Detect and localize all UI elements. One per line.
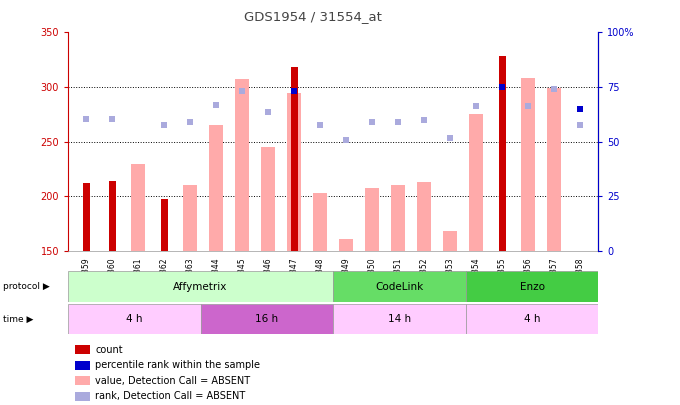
Bar: [333, 304, 466, 334]
Bar: [287, 92, 301, 251]
Bar: [521, 78, 535, 251]
Text: time ▶: time ▶: [3, 314, 34, 324]
Bar: [339, 239, 354, 251]
Bar: [201, 304, 333, 334]
Text: count: count: [95, 345, 123, 355]
Bar: [365, 188, 379, 251]
Text: value, Detection Call = ABSENT: value, Detection Call = ABSENT: [95, 376, 250, 386]
Bar: [313, 193, 327, 251]
Bar: [82, 183, 90, 251]
Bar: [235, 79, 250, 251]
Bar: [68, 271, 333, 302]
Bar: [443, 231, 458, 251]
Text: protocol ▶: protocol ▶: [3, 282, 50, 291]
Bar: [466, 304, 598, 334]
Bar: [131, 164, 146, 251]
Text: 16 h: 16 h: [255, 314, 279, 324]
Bar: [290, 67, 298, 251]
Text: 4 h: 4 h: [126, 314, 143, 324]
Text: rank, Detection Call = ABSENT: rank, Detection Call = ABSENT: [95, 391, 245, 401]
Bar: [391, 185, 405, 251]
Bar: [417, 182, 431, 251]
Bar: [183, 185, 197, 251]
Bar: [469, 114, 483, 251]
Bar: [547, 88, 562, 251]
Text: GDS1954 / 31554_at: GDS1954 / 31554_at: [244, 10, 381, 23]
Text: 4 h: 4 h: [524, 314, 541, 324]
Text: CodeLink: CodeLink: [375, 281, 424, 292]
Text: 14 h: 14 h: [388, 314, 411, 324]
Text: Affymetrix: Affymetrix: [173, 281, 228, 292]
Bar: [498, 56, 506, 251]
Bar: [68, 304, 201, 334]
Text: Enzo: Enzo: [520, 281, 545, 292]
Text: percentile rank within the sample: percentile rank within the sample: [95, 360, 260, 370]
Bar: [261, 147, 275, 251]
Bar: [160, 198, 168, 251]
Bar: [109, 181, 116, 251]
Bar: [333, 271, 466, 302]
Bar: [209, 125, 223, 251]
Bar: [466, 271, 598, 302]
